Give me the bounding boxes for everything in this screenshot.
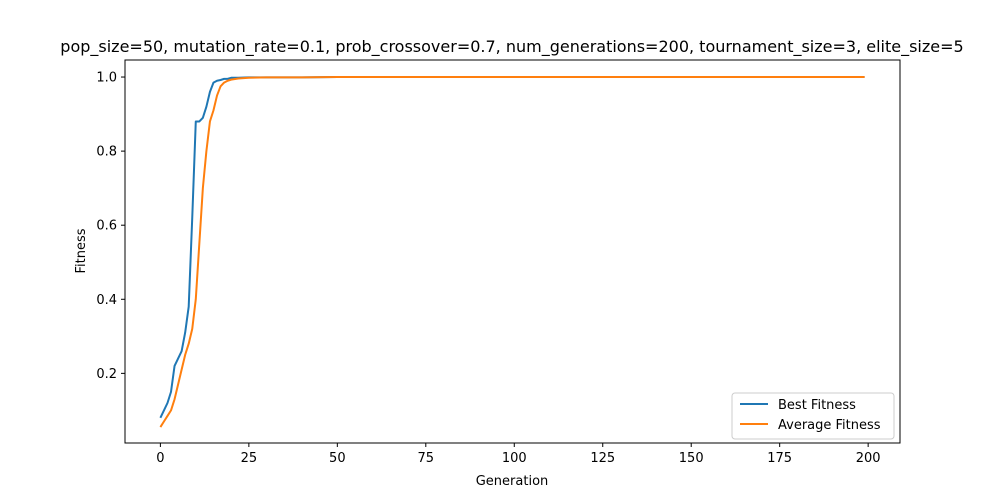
plot-area [159, 76, 865, 428]
legend-box [731, 392, 895, 440]
x-tick-label: 150 [679, 451, 704, 466]
legend-label-best-fitness: Best Fitness [778, 398, 856, 413]
x-tick-label: 200 [856, 451, 881, 466]
y-axis-label: Fitness [74, 228, 89, 273]
x-tick-label: 0 [156, 451, 164, 466]
y-tick-label: 0.4 [96, 293, 117, 308]
x-tick-label: 50 [329, 451, 346, 466]
legend-label-average-fitness: Average Fitness [778, 418, 881, 433]
x-tick-label: 25 [241, 451, 258, 466]
x-axis: 0 25 50 75 100 125 150 175 200 [156, 443, 881, 466]
chart-title: pop_size=50, mutation_rate=0.1, prob_cro… [60, 37, 963, 57]
x-tick-label: 75 [418, 451, 435, 466]
axes-frame [124, 59, 901, 444]
x-tick-label: 100 [502, 451, 527, 466]
y-tick-label: 0.2 [96, 367, 117, 382]
y-axis: 0.2 0.4 0.6 0.8 1.0 [96, 71, 125, 382]
legend: Best Fitness Average Fitness [731, 392, 895, 440]
y-tick-label: 0.8 [96, 145, 117, 160]
y-tick-label: 1.0 [96, 71, 117, 86]
series-line-average-fitness [159, 76, 865, 428]
y-tick-label: 0.6 [96, 219, 117, 234]
x-tick-label: 125 [590, 451, 615, 466]
x-axis-label: Generation [476, 474, 549, 489]
x-tick-label: 175 [767, 451, 792, 466]
